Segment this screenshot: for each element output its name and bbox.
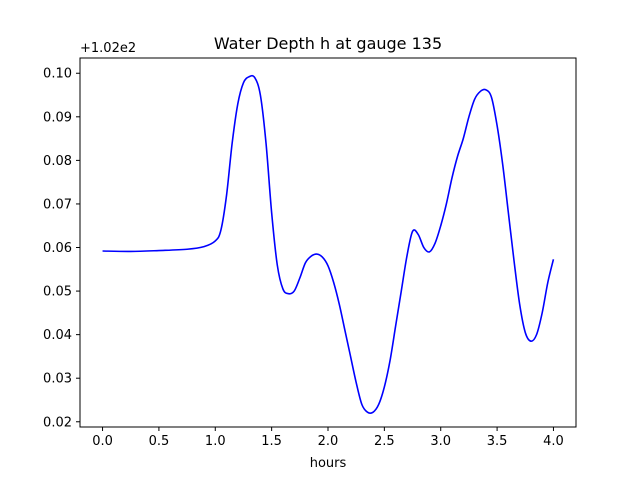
y-axis: 0.02 0.03 0.04 0.05 0.06 0.07 0.08 0.09 0.10 xyxy=(43,67,80,430)
chart-title: Water Depth h at gauge 135 xyxy=(214,34,442,53)
plot-area xyxy=(102,74,555,414)
x-tick-label: 0.5 xyxy=(149,434,170,449)
x-tick-label: 2.5 xyxy=(374,434,395,449)
x-tick-label: 3.5 xyxy=(487,434,508,449)
plot-frame xyxy=(79,57,577,428)
y-tick-label: 0.09 xyxy=(43,110,72,125)
y-tick-label: 0.05 xyxy=(43,285,72,300)
y-tick-label: 0.08 xyxy=(43,154,72,169)
y-tick-label: 0.07 xyxy=(43,197,72,212)
x-axis-label: hours xyxy=(310,456,347,471)
x-tick-label: 2.0 xyxy=(318,434,339,449)
x-axis: 0.0 0.5 1.0 1.5 2.0 2.5 3.0 3.5 4.0 xyxy=(92,427,564,449)
x-tick-label: 1.5 xyxy=(261,434,282,449)
y-tick-label: 0.06 xyxy=(43,241,72,256)
y-tick-label: 0.10 xyxy=(43,67,72,82)
x-tick-label: 3.0 xyxy=(430,434,451,449)
x-tick-label: 4.0 xyxy=(543,434,564,449)
x-tick-label: 0.0 xyxy=(92,434,113,449)
y-tick-label: 0.02 xyxy=(43,415,72,430)
x-tick-label: 1.0 xyxy=(205,434,226,449)
y-tick-label: 0.03 xyxy=(43,372,72,387)
y-tick-label: 0.04 xyxy=(43,328,72,343)
series-line xyxy=(102,74,555,414)
y-offset-label: +1.02e2 xyxy=(80,41,136,56)
